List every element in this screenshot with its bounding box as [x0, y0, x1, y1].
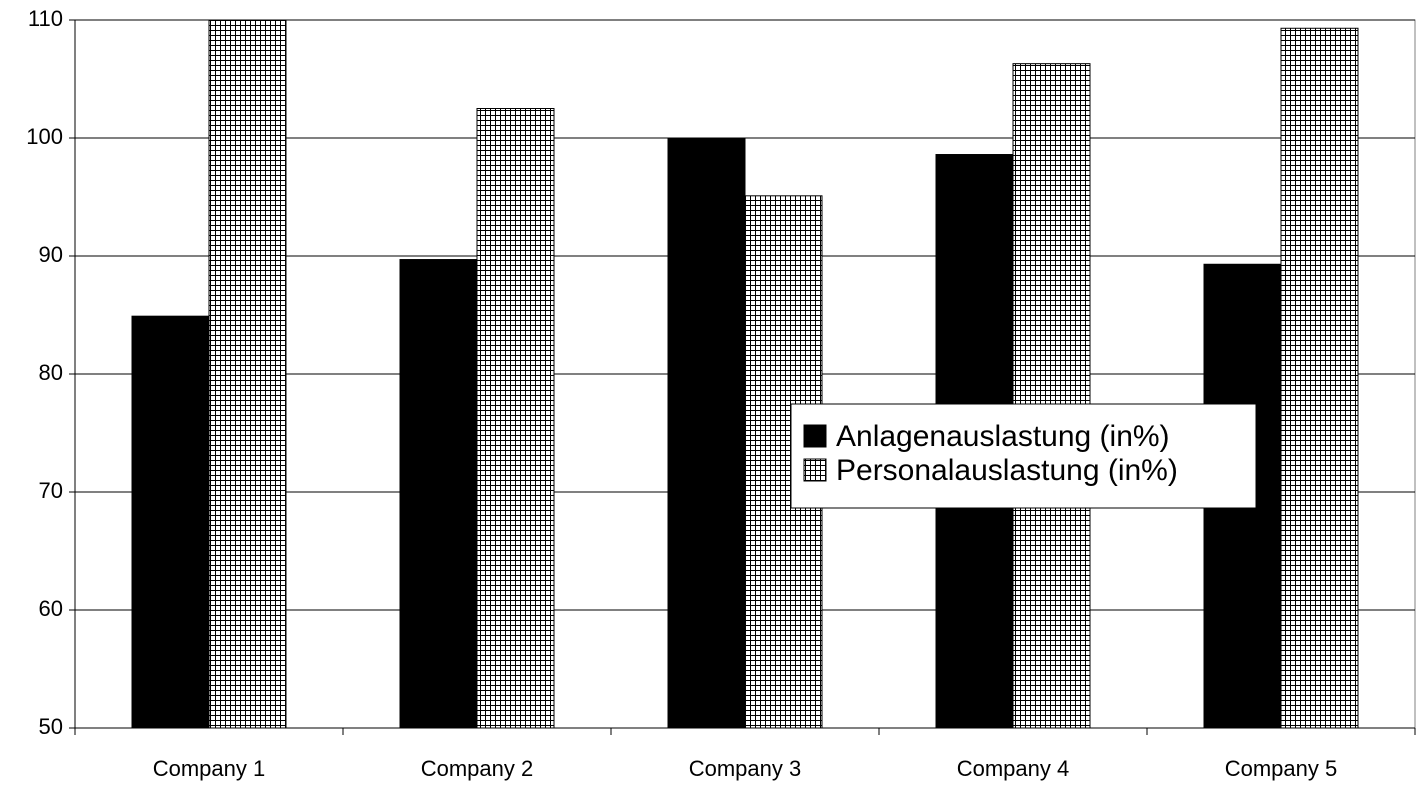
bar: [476, 108, 555, 729]
legend-swatch: [803, 458, 827, 482]
y-tick-label: 50: [39, 714, 63, 739]
bar: [208, 19, 287, 729]
legend-swatch: [803, 424, 827, 448]
bar: [399, 259, 478, 729]
bar: [1012, 63, 1091, 729]
legend-label: Personalauslastung (in%): [836, 454, 1178, 487]
x-tick-label: Company 2: [421, 756, 534, 781]
bar: [667, 137, 746, 729]
legend: Anlagenauslastung (in%)Personalauslastun…: [790, 403, 1257, 509]
legend-label: Anlagenauslastung (in%): [836, 420, 1170, 453]
x-tick-label: Company 3: [689, 756, 802, 781]
bar: [131, 315, 210, 729]
x-tick-label: Company 1: [153, 756, 266, 781]
y-tick-label: 70: [39, 478, 63, 503]
x-tick-label: Company 5: [1225, 756, 1338, 781]
y-tick-label: 60: [39, 596, 63, 621]
y-tick-label: 90: [39, 242, 63, 267]
y-tick-label: 80: [39, 360, 63, 385]
y-tick-label: 100: [26, 124, 63, 149]
bar: [1280, 27, 1359, 729]
y-tick-label: 110: [28, 6, 63, 31]
legend-box: [790, 403, 1257, 509]
x-tick-label: Company 4: [957, 756, 1070, 781]
